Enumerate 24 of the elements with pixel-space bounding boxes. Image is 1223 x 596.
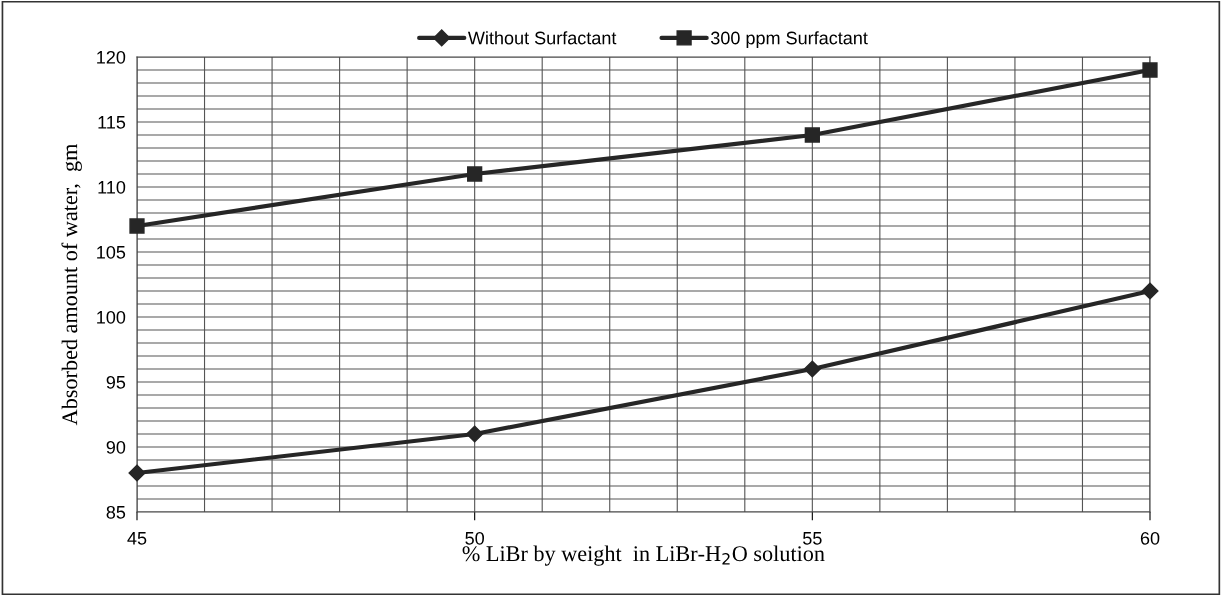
- y-tick-label: 110: [98, 180, 126, 194]
- y-tick-label: 100: [97, 310, 126, 324]
- point: [1141, 282, 1159, 300]
- x-tick-label: 60: [1140, 531, 1160, 545]
- y-tick-label: 95: [106, 375, 126, 389]
- y-axis-title: Absorbed amount of water, gm: [61, 143, 82, 426]
- x-tick-label: 55: [803, 532, 822, 545]
- y-tick-label: 115: [98, 116, 126, 129]
- x-axis-title: % LiBr by weight in LiBr-H$_{2}$O solution: [462, 545, 825, 566]
- x-tick-label: 50: [465, 531, 484, 545]
- y-tick-label: 85: [106, 505, 126, 519]
- y-tick-label: 105: [97, 245, 126, 259]
- point: [128, 464, 146, 482]
- y-tick-label: 120: [97, 50, 126, 64]
- legend-label: Without Surfactant: [467, 31, 617, 45]
- point: [803, 360, 821, 378]
- x-tick-label: 45: [127, 532, 147, 545]
- point: [466, 425, 484, 443]
- legend-label: 300 ppm Surfactant: [710, 31, 868, 48]
- point: [467, 166, 483, 182]
- point: [1142, 62, 1158, 78]
- y-tick-label: 90: [106, 440, 126, 454]
- point: [129, 218, 145, 234]
- point: [804, 127, 820, 143]
